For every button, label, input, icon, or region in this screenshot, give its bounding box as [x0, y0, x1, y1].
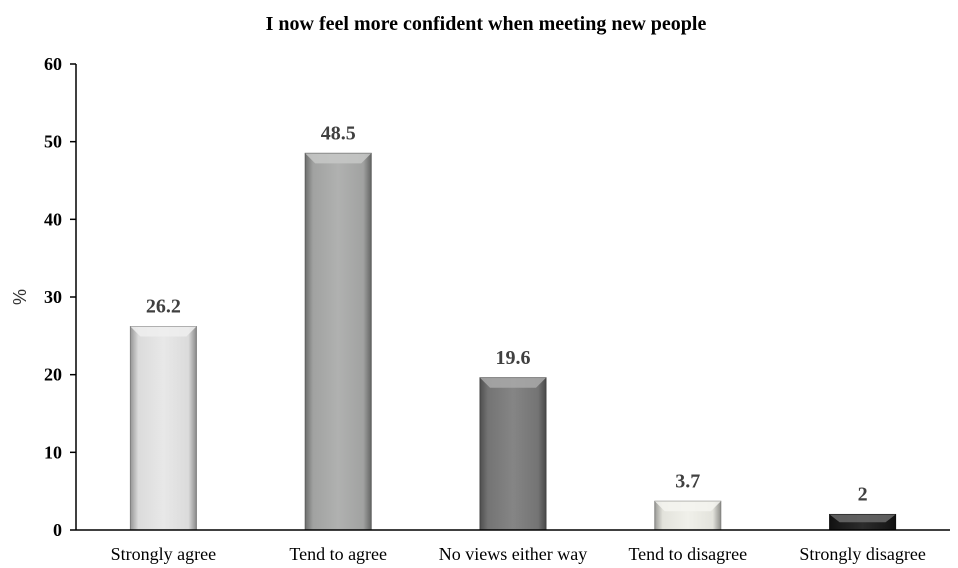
y-tick-label: 40 — [44, 209, 62, 229]
y-tick-label: 10 — [44, 442, 62, 462]
bar — [129, 326, 197, 531]
data-label: 26.2 — [146, 296, 181, 318]
bar-strongly-agree: 26.2 — [129, 296, 197, 531]
bar-tend-to-disagree: 3.7 — [654, 470, 722, 531]
y-axis: 0 10 20 30 40 50 60 — [44, 54, 77, 540]
bar-bevel — [829, 514, 896, 523]
x-tick-label: No views either way — [439, 544, 587, 564]
bar-tend-to-agree: 48.5 — [304, 122, 372, 531]
y-tick-label: 50 — [44, 132, 62, 152]
bar-no-views-either-way: 19.6 — [479, 347, 547, 531]
y-tick-label: 0 — [53, 520, 62, 540]
y-tick-label: 30 — [44, 287, 62, 307]
bars: 26.2 48.5 19.6 3.7 2 — [129, 122, 897, 531]
chart-title: I now feel more confident when meeting n… — [266, 13, 707, 35]
x-axis: Strongly agree Tend to agree No views eith… — [76, 529, 950, 564]
bar — [479, 377, 547, 531]
bar — [304, 152, 372, 531]
x-tick-label: Strongly agree — [111, 544, 216, 564]
bar-bevel — [480, 377, 546, 388]
x-tick-label: Strongly disagree — [799, 544, 925, 564]
x-tick-label: Tend to disagree — [628, 544, 747, 564]
bar-strongly-disagree: 2 — [829, 483, 897, 531]
y-axis-label: % — [10, 289, 30, 305]
data-label: 2 — [858, 483, 868, 505]
bar-bevel — [305, 153, 372, 164]
bar-bevel — [130, 326, 197, 337]
data-label: 3.7 — [675, 470, 700, 492]
x-tick-label: Tend to agree — [289, 544, 387, 564]
data-label: 19.6 — [496, 347, 531, 369]
data-label: 48.5 — [321, 122, 356, 144]
y-tick-label: 60 — [44, 54, 62, 74]
bar-bevel — [654, 501, 721, 512]
y-tick-label: 20 — [44, 365, 62, 385]
